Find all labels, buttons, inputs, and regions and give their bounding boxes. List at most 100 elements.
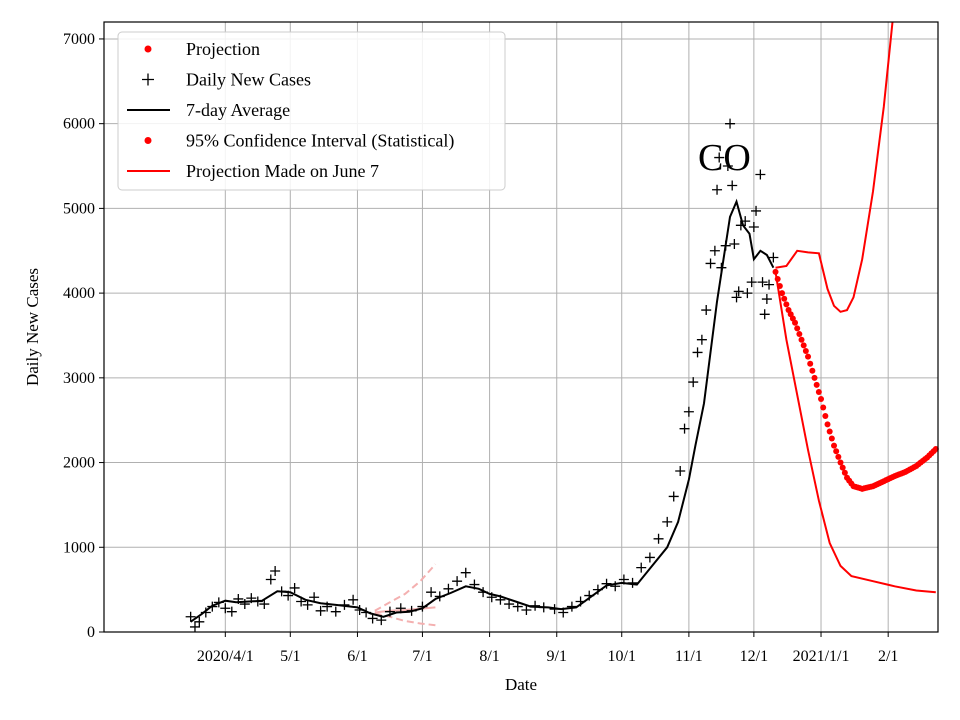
daily-case-marker xyxy=(265,574,276,585)
projection-dot xyxy=(772,268,779,275)
legend-item: 95% Confidence Interval (Statistical) xyxy=(144,131,454,152)
x-axis-label: Date xyxy=(505,675,537,694)
legend-label: Projection xyxy=(186,39,260,59)
projection-dot xyxy=(798,336,805,343)
projection-dot xyxy=(835,453,842,460)
y-tick-label: 5000 xyxy=(63,200,95,217)
daily-case-marker xyxy=(725,118,736,129)
daily-case-marker xyxy=(746,277,757,288)
daily-case-marker xyxy=(705,258,716,269)
daily-case-marker xyxy=(259,599,270,610)
x-tick-label: 12/1 xyxy=(740,648,768,665)
legend-item: Projection Made on June 7 xyxy=(127,161,379,181)
daily-case-marker xyxy=(751,205,762,216)
daily-case-marker xyxy=(653,533,664,544)
projection-dot xyxy=(809,367,816,374)
daily-case-marker xyxy=(367,613,378,624)
legend: Projection Daily New Cases 7-day Average 95… xyxy=(117,31,506,191)
projection-dot xyxy=(820,404,827,411)
projection-dot xyxy=(776,283,783,290)
daily-case-marker xyxy=(709,245,720,256)
x-tick-label: 7/1 xyxy=(412,648,432,665)
daily-case-marker xyxy=(696,334,707,345)
daily-case-marker xyxy=(679,423,690,434)
daily-case-marker xyxy=(348,594,359,605)
x-tick-label: 8/1 xyxy=(479,648,499,665)
x-tick-label: 2/1 xyxy=(878,648,898,665)
y-tick-label: 6000 xyxy=(63,116,95,133)
legend-label: Daily New Cases xyxy=(186,70,311,90)
projection-dot xyxy=(794,325,801,332)
x-tick-label: 10/1 xyxy=(608,648,636,665)
plot-frame xyxy=(103,21,939,633)
legend-dot-marker xyxy=(144,45,152,53)
projection-dot xyxy=(932,446,939,452)
confidence-interval-lower xyxy=(774,271,936,594)
legend-dot-marker xyxy=(144,137,152,144)
daily-case-marker xyxy=(452,576,463,587)
projection-dot xyxy=(774,275,781,282)
daily-case-marker xyxy=(601,578,612,589)
confidence-interval-upper xyxy=(775,21,894,313)
projection-dot xyxy=(811,374,818,381)
daily-case-marker xyxy=(189,621,200,632)
projection-dot xyxy=(802,348,809,355)
x-tick-label: 9/1 xyxy=(547,648,567,665)
x-tick-label: 2020/4/1 xyxy=(197,648,254,665)
legend-label: 7-day Average xyxy=(186,100,290,120)
y-axis-label: Daily New Cases xyxy=(23,268,42,386)
x-tick-label: 11/1 xyxy=(675,648,703,665)
daily-case-marker xyxy=(761,294,772,305)
daily-case-marker xyxy=(289,582,300,593)
daily-case-marker xyxy=(644,552,655,563)
legend-plus-marker xyxy=(142,73,154,86)
y-tick-label: 1000 xyxy=(63,539,95,556)
projection-dot xyxy=(781,295,788,302)
projection-dot xyxy=(796,331,803,338)
y-tick-label: 2000 xyxy=(63,455,95,472)
daily-case-marker xyxy=(764,279,775,290)
daily-case-marker xyxy=(270,566,281,576)
projection-dot xyxy=(822,412,829,419)
daily-case-marker xyxy=(302,599,313,610)
legend-label: Projection Made on June 7 xyxy=(186,161,379,181)
projection-dot xyxy=(813,381,820,388)
plot-area xyxy=(185,21,939,632)
legend-box xyxy=(117,31,506,191)
daily-case-marker xyxy=(755,169,766,180)
y-axis-ticks: 0 1000 2000 3000 4000 5000 6000 7000 xyxy=(63,31,104,641)
daily-case-marker xyxy=(194,616,205,627)
projection-dot xyxy=(839,464,846,471)
y-tick-label: 3000 xyxy=(63,370,95,387)
projection-dot xyxy=(826,428,833,435)
daily-case-marker xyxy=(239,599,250,610)
daily-case-marker xyxy=(220,603,231,614)
seven-day-average-line xyxy=(190,198,775,623)
daily-case-marker xyxy=(460,567,471,578)
projection-dot xyxy=(815,388,822,395)
projection-dot xyxy=(831,442,838,449)
x-tick-label: 6/1 xyxy=(347,648,367,665)
daily-case-marker xyxy=(668,491,679,502)
daily-case-marker xyxy=(722,161,733,172)
daily-case-marker xyxy=(714,152,725,163)
june-projection-line xyxy=(374,606,436,614)
projection-dot xyxy=(807,360,814,367)
daily-case-marker xyxy=(729,238,740,249)
x-axis-ticks: 2020/4/1 5/1 6/1 7/1 8/1 9/1 10/1 11/1 12/1 2021/… xyxy=(197,632,898,665)
daily-case-marker xyxy=(727,180,738,191)
x-tick-label: 2021/1/1 xyxy=(793,648,850,665)
daily-case-marker xyxy=(731,292,742,303)
legend-item: 7-day Average xyxy=(127,100,290,120)
legend-item: Daily New Cases xyxy=(142,70,311,90)
daily-case-marker xyxy=(521,604,532,615)
daily-case-marker xyxy=(759,309,770,320)
y-tick-label: 7000 xyxy=(63,31,95,48)
projection-dot xyxy=(841,469,848,476)
y-tick-label: 4000 xyxy=(63,285,95,302)
june-projection-upper-bound xyxy=(374,563,437,612)
daily-case-marker xyxy=(443,583,454,594)
projection-dot xyxy=(824,421,831,428)
daily-case-marker xyxy=(688,377,699,388)
